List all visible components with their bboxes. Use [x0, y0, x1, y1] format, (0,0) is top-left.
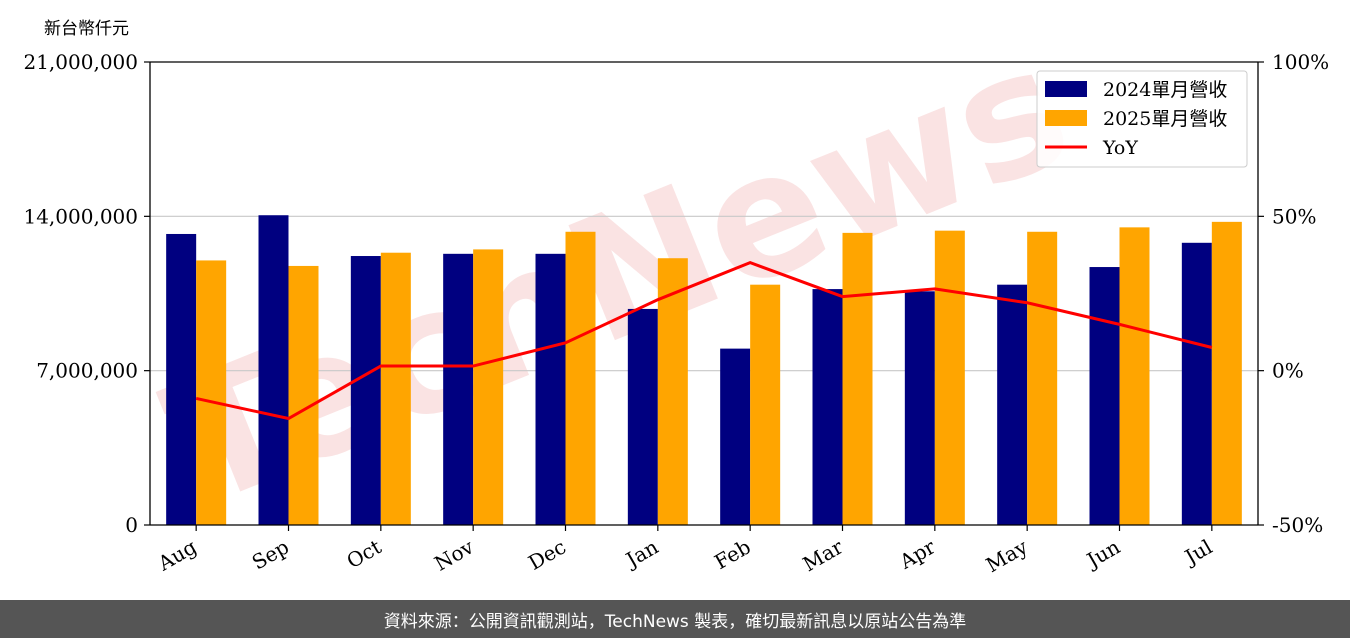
x-tick-label: Mar: [799, 534, 848, 576]
x-tick-label: Sep: [248, 535, 293, 575]
bar-2025-nov: [473, 249, 504, 525]
source-footer: 資料來源：公開資訊觀測站，TechNews 製表，確切最新訊息以原站公告為準: [0, 600, 1350, 638]
footer-text: 資料來源：公開資訊觀測站，TechNews 製表，確切最新訊息以原站公告為準: [383, 611, 967, 632]
y-axis-unit-label: 新台幣仟元: [44, 19, 129, 39]
bar-2025-jun: [1119, 227, 1150, 525]
bar-2025-may: [1027, 231, 1058, 525]
bar-2025-apr: [934, 230, 965, 525]
x-tick-label: Aug: [153, 534, 201, 575]
y2-tick-label: 50%: [1272, 204, 1316, 228]
bar-2025-oct: [380, 252, 411, 525]
bar-2024-jul: [1181, 242, 1212, 526]
y2-tick-label: -50%: [1272, 513, 1323, 537]
legend-label: 2024單月營收: [1103, 79, 1227, 101]
y-tick-label: 21,000,000: [23, 50, 138, 74]
yoy-line: [195, 261, 1213, 421]
x-tick-label: Jan: [620, 534, 662, 572]
bar-2024-apr: [904, 291, 935, 525]
x-tick-label: Dec: [524, 535, 570, 575]
x-tick-label: Jul: [1179, 535, 1216, 570]
bar-2025-aug: [196, 260, 227, 525]
bar-2025-jul: [1211, 221, 1242, 525]
x-tick-label: May: [982, 534, 1032, 577]
bar-2025-jan: [657, 258, 688, 525]
x-tick-label: Jun: [1081, 534, 1124, 573]
bar-2024-jan: [627, 308, 658, 525]
bar-2024-mar: [812, 289, 843, 525]
x-tick-label: Oct: [342, 535, 385, 574]
bar-2024-may: [997, 284, 1028, 525]
y-tick-label: 14,000,000: [23, 204, 138, 228]
bar-2024-oct: [350, 256, 381, 525]
bar-2024-dec: [535, 253, 566, 526]
legend-swatch: [1045, 110, 1087, 126]
y2-tick-label: 0%: [1272, 359, 1304, 383]
bar-2024-jun: [1089, 267, 1120, 525]
bar-2024-nov: [443, 253, 474, 526]
x-tick-label: Apr: [895, 534, 940, 574]
bar-2025-sep: [288, 265, 319, 525]
x-tick-label: Feb: [710, 535, 754, 574]
y-tick-label: 7,000,000: [36, 359, 138, 383]
legend-swatch: [1045, 81, 1087, 97]
chart: TechNews07,000,00014,000,00021,000,000-5…: [23, 7, 1329, 577]
bar-2025-feb: [750, 284, 781, 525]
legend-label: YoY: [1102, 137, 1138, 159]
bar-2024-sep: [258, 215, 289, 525]
bar-2025-mar: [842, 232, 873, 525]
legend-label: 2025單月營收: [1103, 108, 1227, 130]
x-tick-label: Nov: [430, 534, 478, 576]
y2-tick-label: 100%: [1272, 50, 1329, 74]
bar-2024-feb: [720, 348, 751, 525]
legend-box: [1036, 70, 1248, 168]
bar-2025-dec: [565, 231, 596, 525]
y-tick-label: 0: [125, 513, 138, 537]
bar-2024-aug: [166, 233, 197, 525]
